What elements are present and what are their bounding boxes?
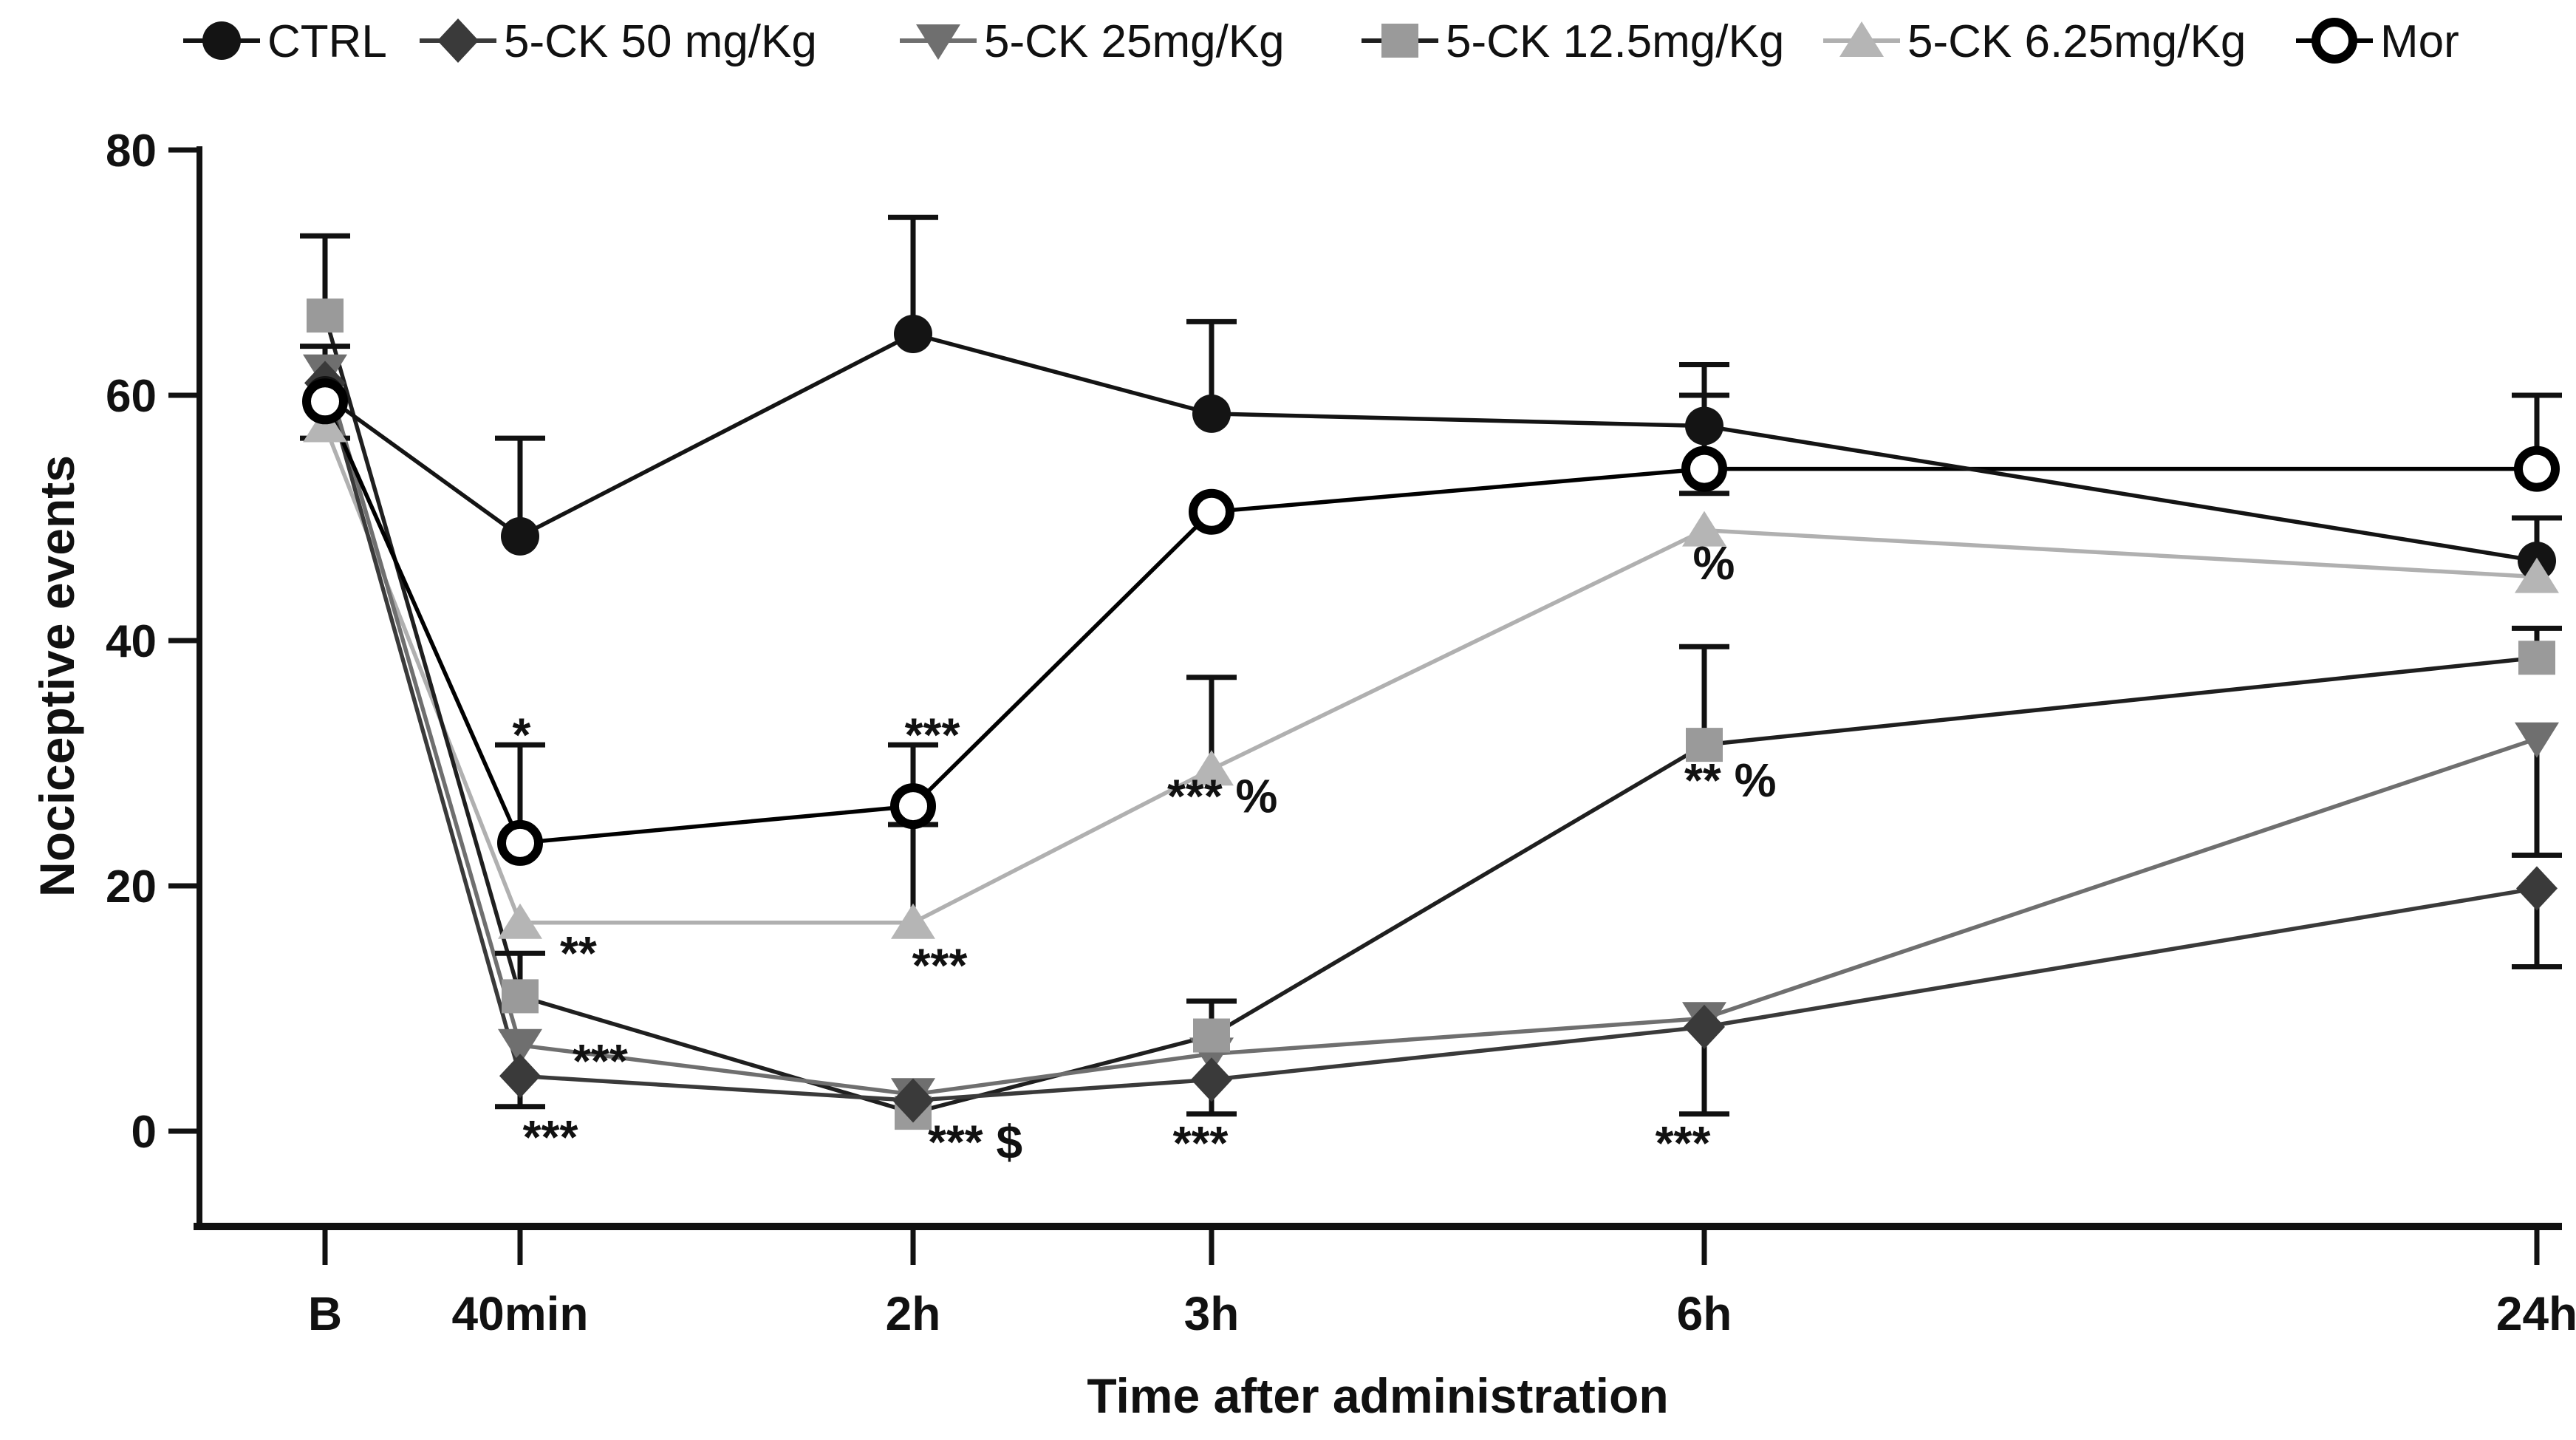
x-tick-label: 3h — [1184, 1287, 1240, 1340]
marker-5-ck-25mg-kg — [2515, 722, 2559, 758]
marker-5-ck-12.5mg-kg — [1686, 728, 1723, 762]
legend-diamond-icon — [437, 18, 479, 63]
marker-5-ck-50-mg-kg — [1191, 1057, 1232, 1102]
marker-5-ck-50-mg-kg — [499, 1054, 541, 1099]
x-tick-label: B — [308, 1287, 342, 1340]
marker-mor — [2514, 446, 2560, 492]
marker-5-ck-6.25mg-kg — [1682, 511, 1726, 547]
marker-5-ck-12.5mg-kg — [307, 298, 344, 333]
marker-5-ck-6.25mg-kg — [1189, 750, 1234, 786]
legend-item-5-ck-50-mg-kg: 5-CK 50 mg/Kg — [420, 16, 817, 67]
marker-5-ck-50-mg-kg — [1684, 1004, 1725, 1049]
significance-label: *** — [905, 708, 960, 761]
x-tick-label: 24h — [2496, 1287, 2576, 1340]
marker-5-ck-12.5mg-kg — [1193, 1018, 1230, 1053]
legend-circle-icon — [202, 21, 241, 60]
significance-label: *** — [523, 1110, 578, 1164]
marker-5-ck-6.25mg-kg — [891, 903, 935, 939]
legend-square-icon — [1381, 24, 1418, 58]
series-line-5-ck-6.25mg-kg — [323, 425, 2538, 925]
marker-5-ck-6.25mg-kg — [303, 406, 347, 443]
y-tick-label: 80 — [106, 126, 157, 177]
significance-label: *** $ — [928, 1116, 1022, 1169]
legend-label: 5-CK 25mg/Kg — [984, 16, 1285, 67]
significance-label: *** — [573, 1034, 628, 1088]
legend-label: 5-CK 50 mg/Kg — [504, 16, 817, 67]
y-tick-label: 20 — [106, 861, 157, 912]
marker-mor — [302, 378, 348, 425]
x-tick-label: 2h — [886, 1287, 941, 1340]
legend-circle-open-icon — [2312, 18, 2357, 64]
significance-label: % — [1693, 536, 1735, 590]
x-tick-label: 6h — [1677, 1287, 1732, 1340]
marker-mor — [1681, 446, 1727, 492]
y-tick-label: 60 — [106, 371, 157, 422]
series-lines — [323, 315, 2538, 1115]
marker-5-ck-12.5mg-kg — [502, 979, 539, 1014]
marker-5-ck-12.5mg-kg — [2518, 641, 2555, 675]
significance-label: *** — [912, 938, 968, 992]
marker-5-ck-6.25mg-kg — [498, 903, 542, 939]
marker-ctrl — [501, 516, 539, 556]
y-tick-label: 40 — [106, 616, 157, 667]
significance-label: *** — [1656, 1116, 1711, 1170]
chart-axes: 0 20 40 60 80 B 40min 2h 3h 6h 24h — [106, 126, 2576, 1340]
y-axis-title: Nociceptive events — [30, 455, 84, 897]
legend-label: 5-CK 6.25mg/Kg — [1907, 16, 2246, 67]
significance-annotations: ****************** $*** %***%** %*** — [513, 536, 1777, 1170]
significance-label: * — [513, 708, 531, 761]
legend-triangle-up-icon — [1839, 21, 1884, 57]
legend-triangle-down-icon — [916, 24, 960, 60]
x-tick-label: 40min — [452, 1287, 589, 1340]
legend-label: 5-CK 12.5mg/Kg — [1446, 16, 1784, 67]
series-line-ctrl — [324, 332, 2538, 563]
significance-label: *** % — [1167, 769, 1277, 822]
legend-item-5-ck-6.25mg-kg: 5-CK 6.25mg/Kg — [1823, 16, 2246, 67]
legend-item-5-ck-25mg-kg: 5-CK 25mg/Kg — [900, 16, 1285, 67]
marker-ctrl — [1685, 406, 1723, 446]
chart-legend: CTRL 5-CK 50 mg/Kg 5-CK 25mg/Kg 5-CK 12.5mg… — [183, 16, 2459, 67]
marker-mor — [1189, 488, 1234, 535]
series-line-5-ck-50-mg-kg — [323, 382, 2538, 1103]
marker-5-ck-6.25mg-kg — [2515, 557, 2559, 593]
marker-mor — [497, 819, 543, 866]
y-tick-label: 0 — [131, 1107, 157, 1158]
marker-ctrl — [1192, 394, 1231, 433]
legend-item-5-ck-12.5mg-kg: 5-CK 12.5mg/Kg — [1362, 16, 1784, 67]
x-axis-title: Time after administration — [1087, 1368, 1668, 1423]
marker-5-ck-25mg-kg — [498, 1028, 542, 1065]
marker-ctrl — [894, 315, 932, 353]
marker-5-ck-50-mg-kg — [2516, 866, 2558, 911]
marker-mor — [890, 783, 936, 830]
significance-label: ** — [560, 927, 597, 980]
series-line-5-ck-25mg-kg — [323, 370, 2538, 1096]
series-markers — [302, 298, 2560, 1130]
legend-label: Mor — [2380, 16, 2459, 67]
marker-5-ck-50-mg-kg — [892, 1078, 934, 1123]
series-line-mor — [323, 400, 2537, 845]
legend-item-ctrl: CTRL — [183, 16, 387, 67]
significance-label: *** — [1173, 1116, 1229, 1170]
significance-label: ** % — [1684, 754, 1777, 807]
legend-label: CTRL — [267, 16, 387, 67]
legend-item-mor: Mor — [2296, 16, 2459, 67]
